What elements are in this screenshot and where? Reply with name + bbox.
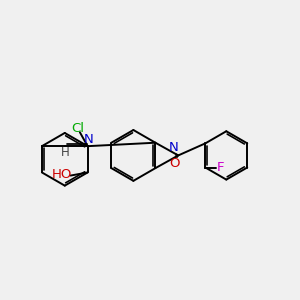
Text: N: N [169, 141, 179, 154]
Text: HO: HO [52, 167, 72, 181]
Text: Cl: Cl [71, 122, 84, 135]
Text: O: O [169, 157, 179, 170]
Text: H: H [61, 146, 70, 159]
Text: N: N [84, 133, 93, 146]
Text: F: F [217, 161, 224, 174]
